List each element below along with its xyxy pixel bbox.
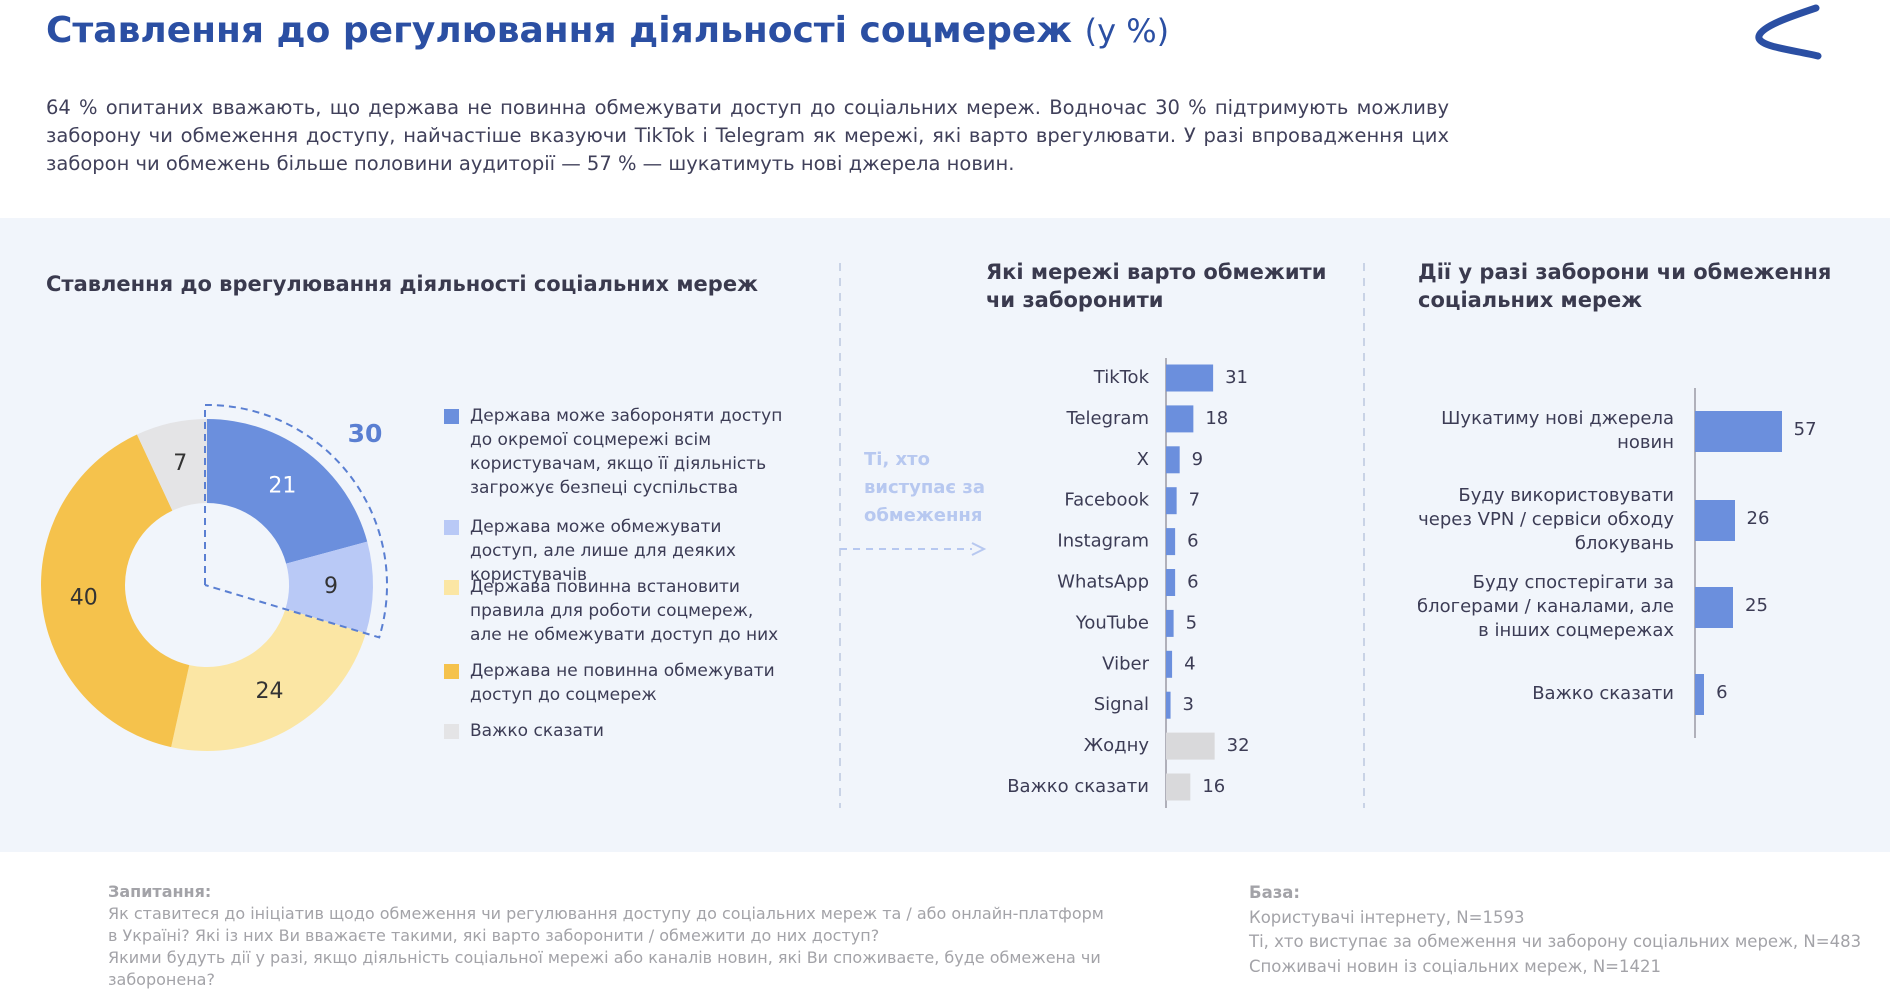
bar bbox=[1695, 499, 1735, 541]
base-label: База: bbox=[1249, 883, 1301, 902]
legend-item: Держава не повинна обмежувати доступ до … bbox=[444, 659, 784, 707]
value-label: 7 bbox=[1189, 490, 1200, 511]
category-label: Facebook bbox=[1064, 490, 1149, 511]
legend-swatch bbox=[444, 520, 459, 535]
bar bbox=[1166, 528, 1176, 556]
annotation-arrowhead bbox=[971, 542, 987, 556]
value-label: 32 bbox=[1227, 735, 1250, 756]
category-label: Важко сказати bbox=[1007, 776, 1149, 797]
category-label: Viber bbox=[1102, 653, 1149, 674]
category-label: Жодну bbox=[1084, 735, 1150, 756]
category-label: Буду використовувати через VPN / сервіси… bbox=[1418, 485, 1674, 554]
bar bbox=[1166, 732, 1215, 760]
value-label: 6 bbox=[1187, 572, 1198, 593]
value-label: 18 bbox=[1205, 408, 1228, 429]
bar bbox=[1695, 673, 1705, 715]
chart-title: Ставлення до врегулювання діяльності соц… bbox=[46, 272, 758, 296]
legend-swatch bbox=[444, 724, 459, 739]
legend-swatch bbox=[444, 409, 459, 424]
bar bbox=[1166, 650, 1173, 678]
bar bbox=[1166, 569, 1176, 596]
legend-swatch bbox=[444, 664, 459, 679]
legend-item: Держава повинна встановити правила для р… bbox=[444, 575, 784, 647]
bar bbox=[1166, 487, 1177, 515]
chart-title: Дії у разі заборони чи обмеження соціаль… bbox=[1418, 260, 1832, 312]
category-label: Signal bbox=[1094, 694, 1149, 715]
bar bbox=[1166, 609, 1174, 637]
base-text: Споживачі новин із соціальних мереж, N=1… bbox=[1249, 956, 1661, 976]
page-title: Ставлення до регулювання діяльності соцм… bbox=[46, 10, 1169, 51]
value-label: 40 bbox=[70, 585, 98, 610]
value-label: 16 bbox=[1202, 776, 1225, 797]
bar bbox=[1695, 586, 1733, 628]
value-label: 26 bbox=[1746, 508, 1770, 529]
pie-slice bbox=[207, 419, 368, 564]
value-label: 6 bbox=[1716, 682, 1728, 703]
category-label: Instagram bbox=[1057, 531, 1149, 552]
value-label: 5 bbox=[1186, 612, 1197, 633]
legend-item: Держава може обмежувати доступ, але лише… bbox=[444, 515, 784, 587]
category-label: Telegram bbox=[1066, 408, 1149, 429]
category-label: WhatsApp bbox=[1057, 572, 1149, 593]
bar bbox=[1166, 773, 1191, 801]
base-block: База: Користувачі інтернету, N=1593 Ті, … bbox=[1249, 881, 1889, 979]
pie-slice bbox=[171, 608, 366, 751]
base-text: Користувачі інтернету, N=1593 bbox=[1249, 907, 1525, 927]
value-label: 31 bbox=[1225, 367, 1248, 388]
chart-title: Які мережі варто обмежити чи заборонити bbox=[986, 260, 1327, 312]
group-total: 30 bbox=[348, 419, 383, 448]
legend-swatch bbox=[444, 580, 459, 595]
question-text: Якими будуть дії у разі, якщо діяльність… bbox=[108, 948, 1101, 989]
value-label: 6 bbox=[1187, 531, 1198, 552]
category-label: X bbox=[1137, 449, 1149, 470]
category-label: YouTube bbox=[1075, 612, 1149, 633]
bar bbox=[1166, 446, 1180, 474]
value-label: 57 bbox=[1793, 419, 1817, 440]
pie-slice bbox=[41, 434, 190, 748]
base-text: Ті, хто виступає за обмеження чи заборон… bbox=[1249, 932, 1862, 951]
question-label: Запитання: bbox=[108, 882, 212, 901]
pie-slice bbox=[136, 418, 207, 511]
logo bbox=[1755, 4, 1822, 60]
value-label: 7 bbox=[173, 451, 187, 476]
legend-item: Важко сказати bbox=[444, 719, 784, 743]
bar bbox=[1166, 691, 1171, 719]
value-label: 9 bbox=[1192, 449, 1203, 470]
category-label: Важко сказати bbox=[1532, 683, 1674, 704]
value-label: 21 bbox=[268, 474, 296, 499]
group-bracket bbox=[204, 403, 388, 639]
value-label: 25 bbox=[1745, 595, 1768, 616]
category-label: Шукатиму нові джерела новин bbox=[1441, 408, 1674, 453]
value-label: 24 bbox=[256, 679, 284, 704]
title-text: Ставлення до регулювання діяльності соцм… bbox=[46, 10, 1073, 51]
summary: 64 % опитаних вважають, що держава не по… bbox=[46, 96, 1449, 175]
bar bbox=[1166, 364, 1214, 392]
value-label: 3 bbox=[1183, 694, 1194, 715]
category-label: Буду спостерігати за блогерами / каналам… bbox=[1417, 572, 1674, 641]
legend-item: Держава може забороняти доступ до окремо… bbox=[444, 404, 784, 500]
pie-slice bbox=[285, 541, 373, 634]
category-label: TikTok bbox=[1093, 367, 1150, 388]
question-block: Запитання: Як ставитеся до ініціатив щод… bbox=[108, 881, 1108, 991]
question-text: Як ставитеся до ініціатив щодо обмеження… bbox=[108, 904, 1104, 945]
bar bbox=[1166, 405, 1194, 433]
annotation: Ті, хто виступає за обмеження bbox=[864, 449, 985, 526]
value-label: 4 bbox=[1184, 653, 1195, 674]
logo-mark bbox=[1755, 4, 1822, 60]
value-label: 9 bbox=[324, 574, 338, 599]
bar bbox=[1695, 410, 1782, 452]
title-unit: (у %) bbox=[1084, 12, 1170, 50]
